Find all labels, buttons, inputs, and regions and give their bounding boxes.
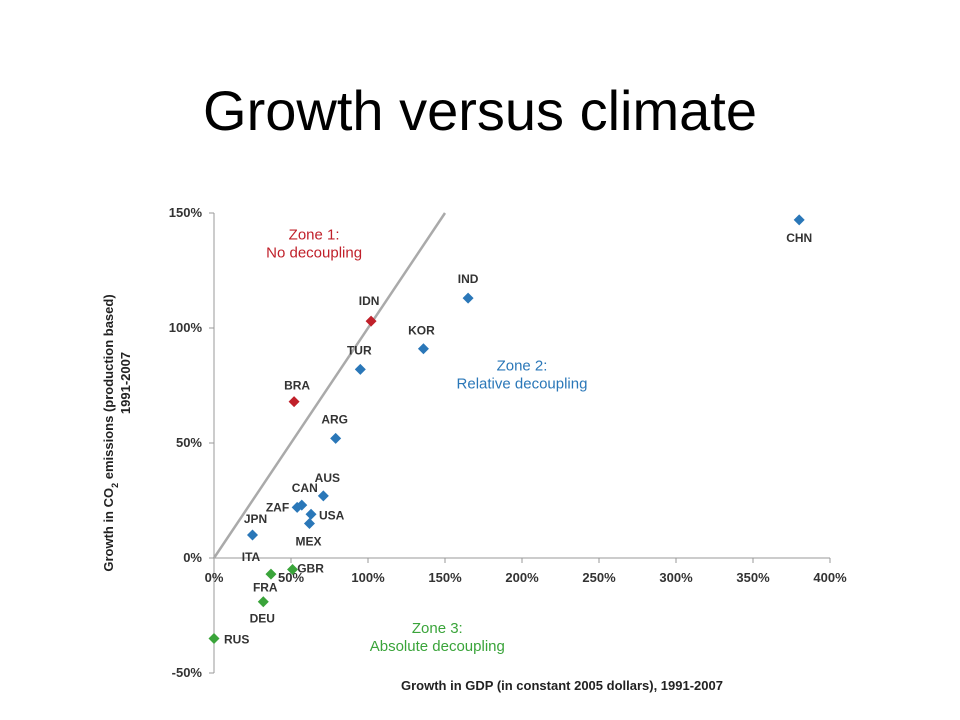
point-label-ind: IND — [458, 272, 479, 286]
data-point-aus — [317, 490, 329, 502]
y-axis-subtitle: 1991-2007 — [118, 352, 133, 414]
x-tick-label: 350% — [736, 570, 770, 585]
zone-labels-group: Zone 1:No decoupling Zone 2:Relative deco… — [266, 227, 587, 655]
point-label-tur: TUR — [347, 343, 372, 357]
point-label-ita: ITA — [242, 550, 261, 564]
x-tick-label: 100% — [351, 570, 385, 585]
data-point-fra — [257, 596, 269, 608]
zone-label-name: No decoupling — [266, 245, 362, 262]
data-point-chn — [793, 214, 805, 226]
point-label-rus: RUS — [224, 633, 249, 647]
point-label-idn: IDN — [359, 294, 380, 308]
y-tick-label: 100% — [169, 320, 203, 335]
point-label-zaf: ZAF — [266, 500, 289, 514]
zone-label-name: Absolute decoupling — [370, 638, 505, 655]
x-tick-label: 400% — [813, 570, 847, 585]
x-tick-label: 300% — [659, 570, 693, 585]
data-point-gbr — [287, 564, 299, 575]
data-point-rus — [208, 633, 220, 644]
point-label-gbr: GBR — [297, 562, 324, 576]
x-tick-label: 0% — [205, 570, 224, 585]
y-tick-label: 0% — [183, 550, 202, 565]
data-point-ita — [265, 568, 277, 580]
y-tick-label: 150% — [169, 205, 203, 220]
zone-label-title: Zone 1: — [289, 227, 340, 244]
point-label-mex: MEX — [295, 535, 321, 549]
point-label-kor: KOR — [408, 324, 435, 338]
data-point-usa — [305, 508, 317, 520]
point-label-jpn: JPN — [244, 512, 267, 526]
axis-titles-group: Growth in GDP (in constant 2005 dollars)… — [101, 294, 723, 693]
point-label-can: CAN — [292, 481, 318, 495]
data-point-mex — [303, 518, 315, 529]
data-point-bra — [288, 396, 300, 408]
data-point-arg — [330, 432, 342, 444]
point-label-deu: DEU — [250, 612, 275, 626]
data-point-tur — [354, 363, 366, 375]
reference-line-group — [212, 212, 447, 559]
axes-group: 150% 100% 50% 0% -50% 0% 50% 100% 150% 200% 250% 30… — [169, 205, 847, 680]
y-tick-label: 50% — [176, 435, 202, 450]
x-tick-label: 150% — [428, 570, 462, 585]
y-axis-title: Growth in CO2 emissions (production base… — [101, 294, 120, 571]
x-tick-label: 50% — [278, 570, 304, 585]
reference-line — [212, 212, 447, 559]
point-label-arg: ARG — [321, 412, 348, 426]
point-label-aus: AUS — [315, 471, 340, 485]
data-point-idn — [365, 315, 377, 327]
point-label-fra: FRA — [253, 581, 278, 595]
x-tick-label: 250% — [582, 570, 616, 585]
point-label-chn: CHN — [786, 231, 812, 245]
y-tick-label: -50% — [172, 665, 203, 680]
zone-label-title: Zone 3: — [412, 620, 463, 637]
x-axis-title: Growth in GDP (in constant 2005 dollars)… — [401, 678, 723, 693]
point-label-usa: USA — [319, 508, 345, 522]
zone-label-title: Zone 2: — [497, 358, 548, 375]
data-point-ind — [462, 292, 474, 304]
slide-title: Growth versus climate — [203, 79, 757, 142]
data-point-jpn — [247, 529, 258, 541]
x-tick-label: 200% — [505, 570, 539, 585]
data-point-kor — [417, 343, 429, 355]
data-point-zaf — [291, 501, 303, 513]
zone-label-name: Relative decoupling — [457, 376, 588, 393]
point-label-bra: BRA — [284, 379, 310, 393]
